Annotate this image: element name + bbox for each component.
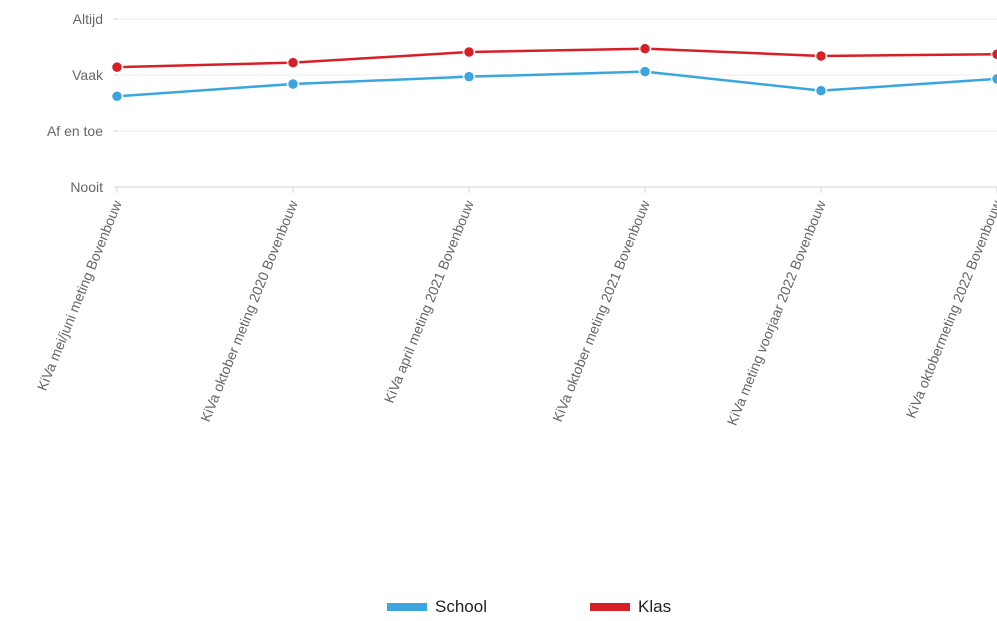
y-tick-label: Vaak	[72, 67, 104, 83]
x-tick-label: KiVa meting voorjaar 2022 Bovenbouw	[724, 197, 829, 427]
y-tick-label: Af en toe	[47, 123, 103, 139]
data-point-klas[interactable]	[990, 48, 997, 61]
data-point-klas[interactable]	[638, 42, 652, 55]
data-point-school[interactable]	[286, 77, 300, 91]
x-tick-label: KiVa oktobermeting 2022 Bovenbouw	[903, 197, 997, 420]
series-points	[110, 42, 997, 103]
data-point-school[interactable]	[814, 84, 828, 97]
legend-item-school[interactable]: School	[387, 597, 487, 617]
series-lines	[116, 47, 997, 98]
legend-item-klas[interactable]: Klas	[590, 597, 671, 617]
data-point-klas[interactable]	[814, 49, 828, 63]
x-tick-label: KiVa april meting 2021 Bovenbouw	[381, 197, 477, 405]
x-tick-label: KiVa oktober meting 2020 Bovenbouw	[197, 197, 301, 424]
y-axis-labels: Nooit Af en toe Vaak Altijd	[47, 11, 104, 195]
x-tick-label: KiVa oktober meting 2021 Bovenbouw	[549, 197, 653, 424]
legend: School Klas	[0, 597, 997, 621]
legend-label-school: School	[435, 597, 487, 616]
data-point-school[interactable]	[638, 65, 652, 78]
y-tick-label: Altijd	[73, 11, 103, 27]
legend-label-klas: Klas	[638, 597, 672, 616]
data-point-school[interactable]	[462, 70, 476, 83]
x-tick-label: KiVa mei/juni meting Bovenbouw	[34, 197, 125, 393]
chart-grid	[114, 18, 997, 193]
data-point-klas[interactable]	[110, 60, 124, 74]
data-point-school[interactable]	[990, 72, 997, 86]
x-axis-labels: KiVa mei/juni meting Bovenbouw KiVa oktob…	[34, 197, 997, 427]
data-point-klas[interactable]	[462, 45, 476, 59]
data-point-school[interactable]	[110, 90, 124, 103]
legend-swatch-klas	[590, 603, 630, 611]
series-line-school	[116, 70, 997, 98]
y-tick-label: Nooit	[70, 179, 103, 195]
series-line-klas	[116, 47, 997, 69]
legend-swatch-school	[387, 603, 427, 611]
data-point-klas[interactable]	[286, 56, 300, 69]
